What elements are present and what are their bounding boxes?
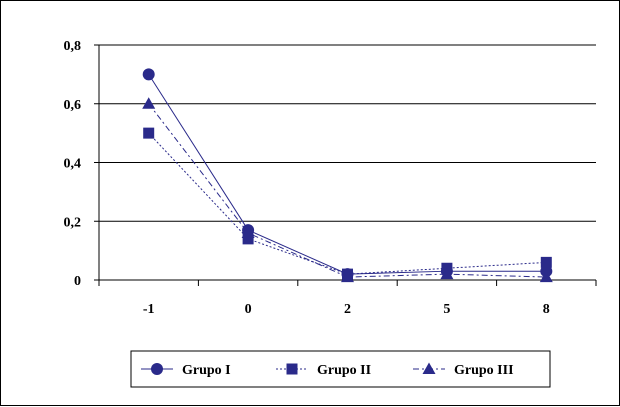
series-2 <box>143 127 552 280</box>
series-line <box>148 74 547 275</box>
legend-box <box>130 350 551 388</box>
data-point <box>440 267 454 280</box>
y-tick-label: 0,4 <box>64 157 82 172</box>
y-tick-label: 0 <box>74 274 81 289</box>
legend-marker <box>151 363 163 375</box>
legend-marker <box>422 362 436 374</box>
series-lines <box>142 68 553 283</box>
x-tick-labels: -1 0 2 5 8 <box>143 302 550 317</box>
x-tick-label: 2 <box>344 302 351 317</box>
data-point <box>142 68 155 81</box>
data-point <box>341 270 354 283</box>
data-point <box>143 127 155 139</box>
legend-label: Grupo II <box>317 363 371 378</box>
data-point <box>242 233 254 245</box>
y-tick-label: 0,8 <box>64 39 82 54</box>
x-tick-label: 8 <box>543 302 550 317</box>
data-point <box>540 256 552 268</box>
series-line <box>148 132 547 275</box>
legend-marker <box>286 363 298 375</box>
y-tick-label: 0,6 <box>64 98 82 113</box>
series-line <box>148 103 547 278</box>
data-point <box>241 226 255 238</box>
data-point <box>539 270 553 283</box>
axes <box>94 44 597 286</box>
x-tick-label: 0 <box>245 302 252 317</box>
series-3 <box>142 97 553 283</box>
series-1 <box>142 68 553 281</box>
y-tick-labels: 0 0,2 0,4 0,6 0,8 <box>64 39 82 289</box>
legend: Grupo I Grupo II Grupo III <box>130 350 551 388</box>
gridlines <box>99 44 596 222</box>
data-point <box>142 97 156 109</box>
legend-label: Grupo I <box>182 363 231 378</box>
x-tick-label: -1 <box>143 302 155 317</box>
x-tick-label: 5 <box>443 302 450 317</box>
legend-label: Grupo III <box>454 363 514 378</box>
y-tick-label: 0,2 <box>64 215 82 230</box>
